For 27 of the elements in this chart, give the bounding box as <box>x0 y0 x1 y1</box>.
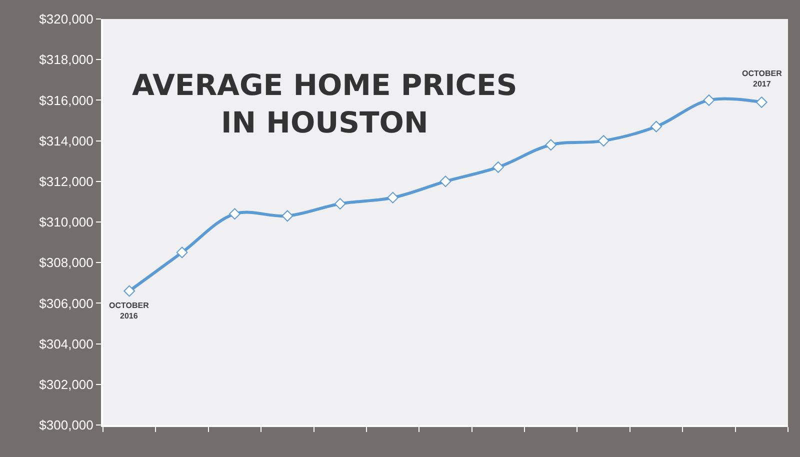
point <box>176 246 188 258</box>
y-tick-label: $312,000 <box>39 174 94 189</box>
point <box>598 135 610 146</box>
point <box>545 139 557 151</box>
y-tick-label: $318,000 <box>39 52 94 68</box>
point <box>440 176 452 188</box>
point <box>334 198 346 210</box>
y-tick-label: $304,000 <box>39 336 94 352</box>
point <box>703 94 715 106</box>
point <box>756 96 768 108</box>
annotation: OCTOBER 2016 <box>109 301 150 320</box>
y-tick-label: $300,000 <box>39 418 94 433</box>
y-tick-label: $316,000 <box>39 92 94 108</box>
annotation: OCTOBER 2017 <box>742 69 782 88</box>
point <box>387 192 399 204</box>
text: AVERAGE HOME PRICES IN HOUSTON <box>132 68 518 140</box>
point <box>492 161 504 173</box>
y-tick-label: $320,000 <box>39 12 94 27</box>
y-tick-label: $302,000 <box>39 376 94 392</box>
point <box>229 208 240 220</box>
y-tick-label: $306,000 <box>39 296 94 311</box>
point <box>650 120 662 132</box>
point <box>282 210 294 222</box>
y-tick-label: $310,000 <box>39 214 94 230</box>
y-tick-label: $308,000 <box>39 255 94 270</box>
point <box>124 285 136 297</box>
y-tick-label: $314,000 <box>39 133 94 148</box>
